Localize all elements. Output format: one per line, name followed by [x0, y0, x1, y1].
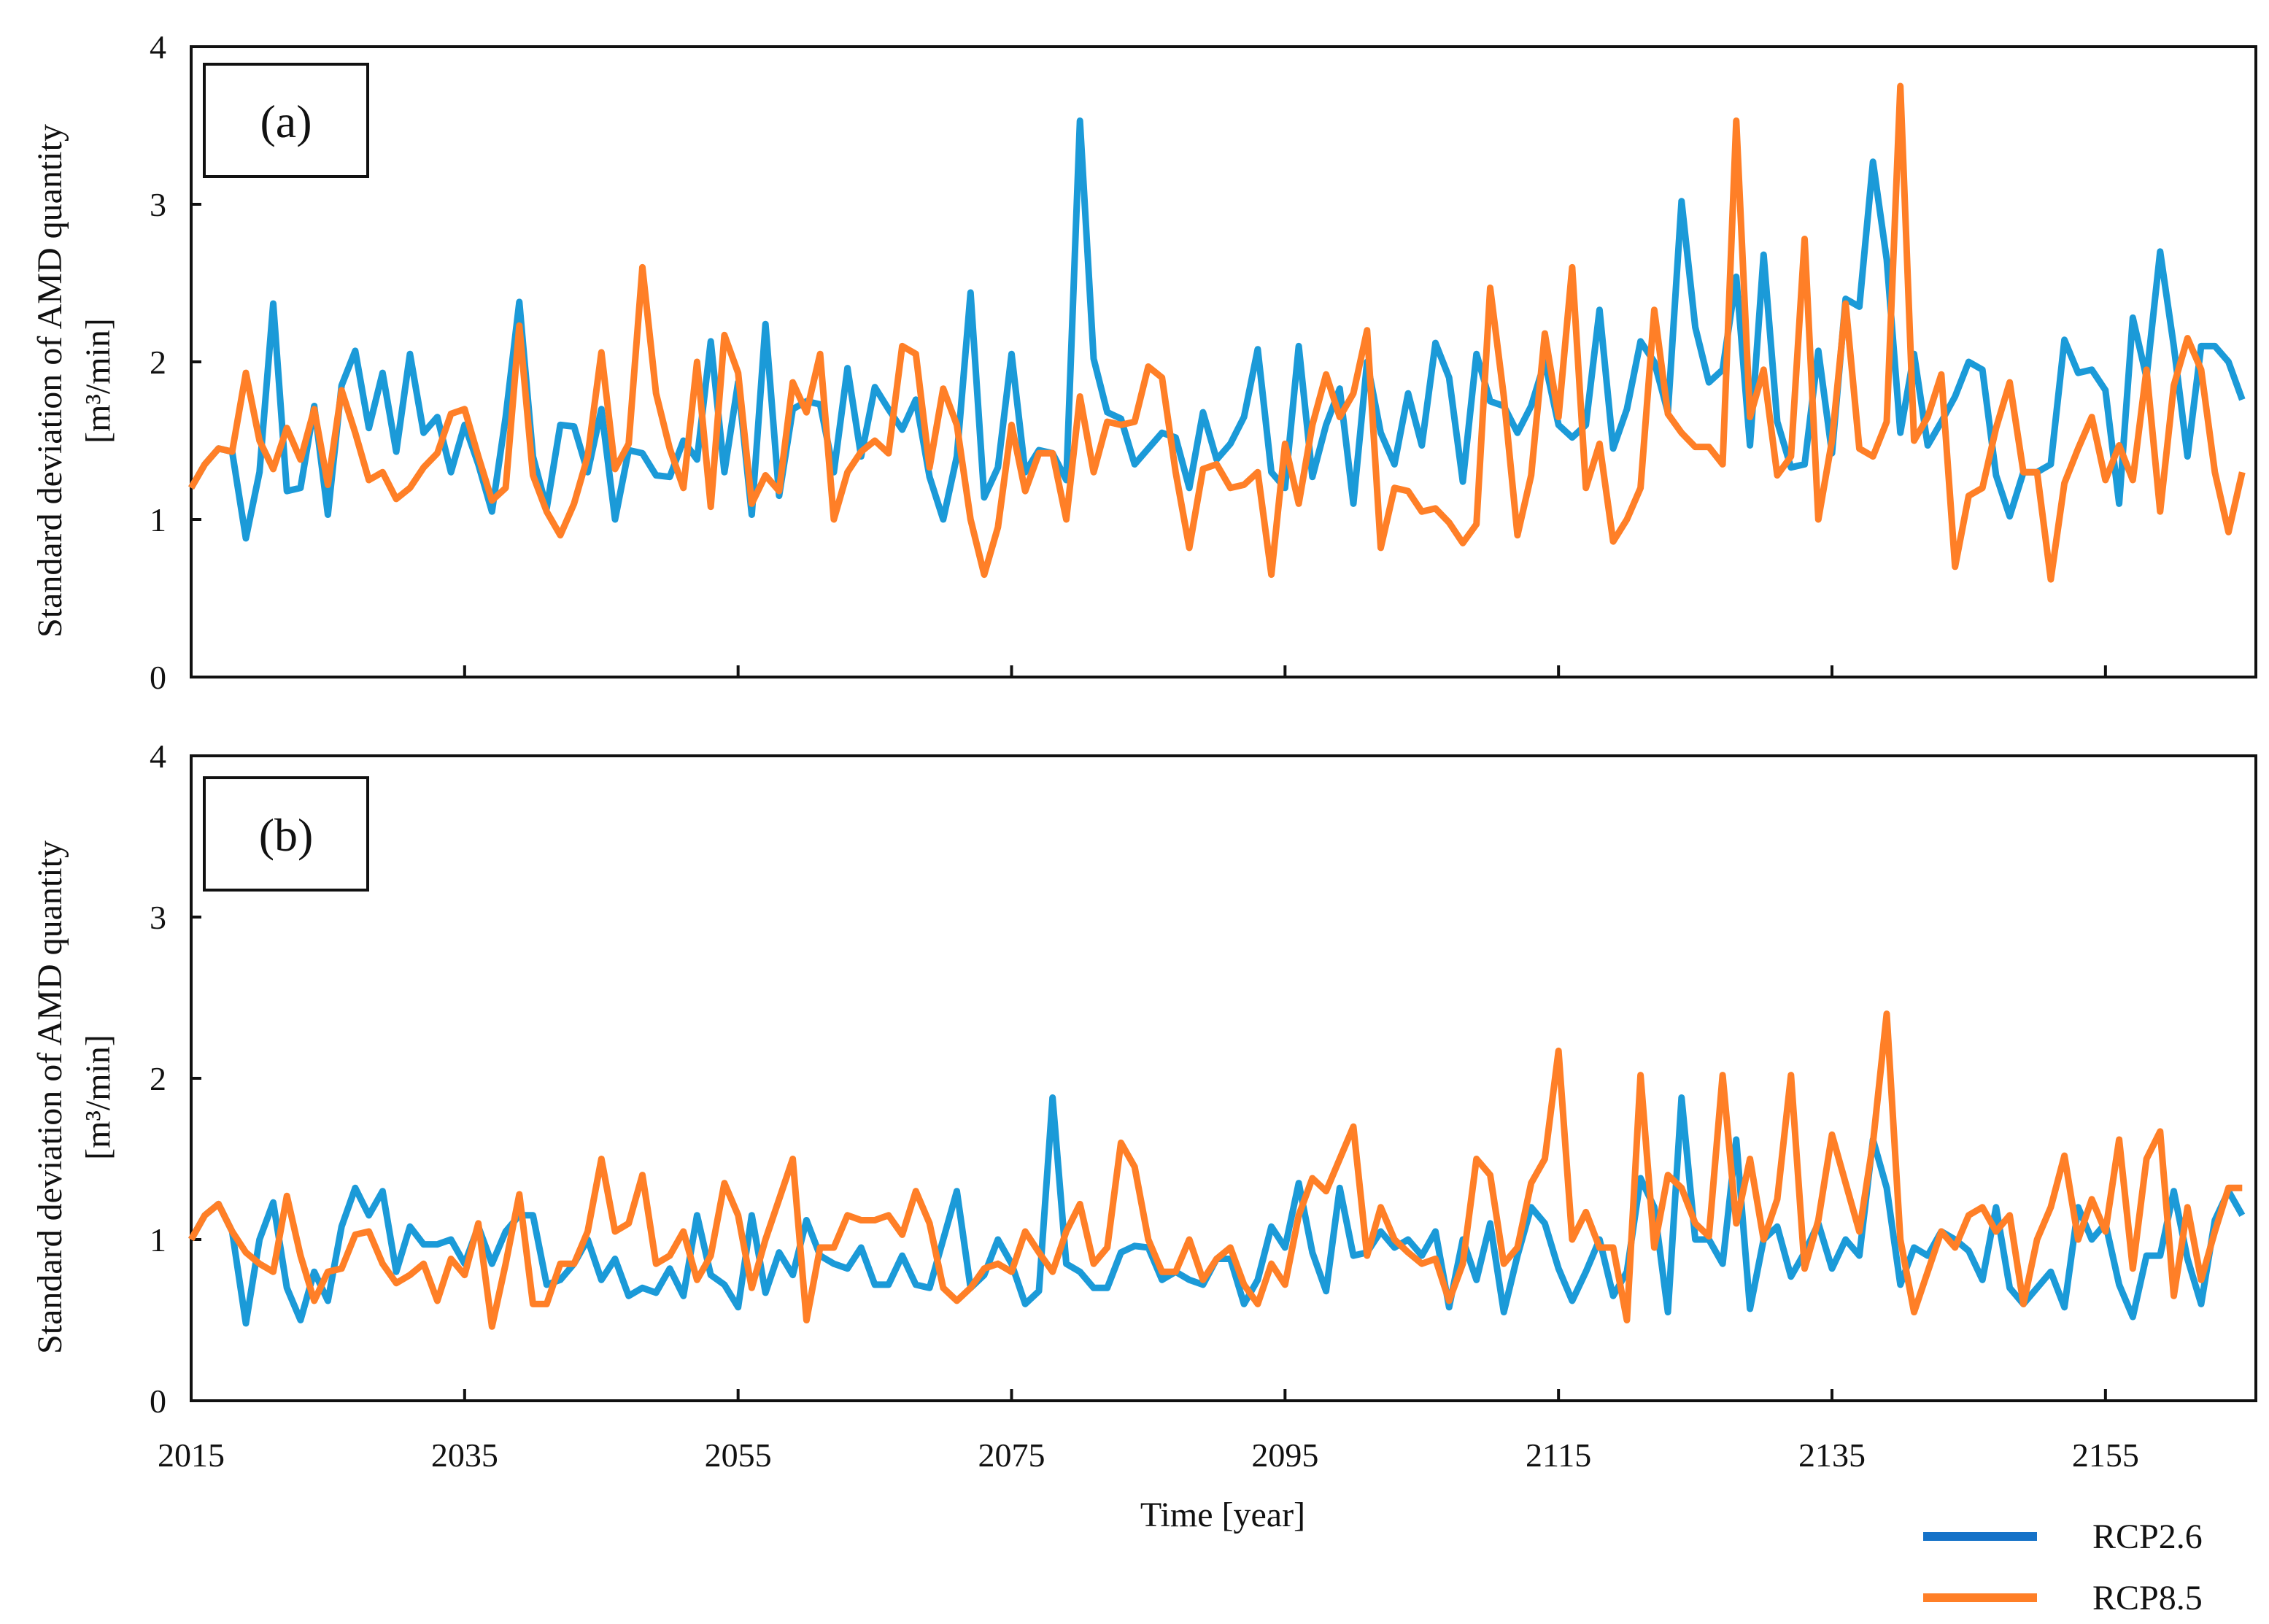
- x-tick-labels: 2015 2035 2055 2075 2095 2115 2135 2155: [158, 1437, 2139, 1474]
- legend-label-rcp85: RCP8.5: [2092, 1579, 2203, 1617]
- legend-label-rcp26: RCP2.6: [2092, 1517, 2203, 1556]
- x-axis-title: Time [year]: [1140, 1496, 1305, 1534]
- y-tick-label: 4: [150, 28, 166, 66]
- y-tick-label: 3: [150, 899, 166, 936]
- y-axis-title-a: Standard deviation of AMD quantity: [31, 124, 69, 638]
- panel-label-box-b: [203, 776, 369, 892]
- y-axis-title-b: Standard deviation of AMD quantity: [31, 840, 69, 1354]
- x-tick-label: 2155: [2072, 1437, 2139, 1474]
- x-ticks-a: [463, 665, 2107, 677]
- x-tick-label: 2055: [705, 1437, 772, 1474]
- panel-label-a: (a): [260, 96, 312, 147]
- y-tick-label: 0: [150, 659, 166, 696]
- series-line-rcp85-b: [188, 1010, 2243, 1330]
- plot-frame-b: [190, 754, 2257, 1402]
- x-tick-label: 2075: [978, 1437, 1045, 1474]
- x-tick-label: 2135: [1798, 1437, 1866, 1474]
- y-ticks-b: 0 1 2 3 4: [150, 738, 201, 1420]
- y-tick-label: 2: [150, 344, 166, 381]
- y-tick-label: 0: [150, 1383, 166, 1420]
- y-tick-label: 2: [150, 1060, 166, 1097]
- series-lines-a: [188, 82, 2246, 583]
- y-ticks-a: 0 1 2 3 4: [150, 28, 201, 696]
- panel-b: 0 1 2 3 4 (b) Standard deviation of AMD quan…: [31, 738, 2257, 1420]
- y-tick-label: 1: [150, 1221, 166, 1258]
- y-tick-label: 1: [150, 501, 166, 538]
- x-tick-label: 2115: [1526, 1437, 1591, 1474]
- y-axis-unit-a: [m³/min]: [79, 318, 117, 444]
- panel-a: 0 1 2 3 4 (a) Standard deviation of AMD quan…: [31, 28, 2257, 696]
- series-line-rcp85-a: [188, 82, 2246, 583]
- series-lines-b: [188, 1010, 2246, 1330]
- legend: RCP2.6 RCP8.5: [1923, 1517, 2203, 1617]
- series-line-rcp26-a: [188, 117, 2246, 542]
- y-tick-label: 3: [150, 186, 166, 223]
- plot-frame-a: [190, 45, 2257, 678]
- x-tick-label: 2015: [158, 1437, 225, 1474]
- panel-label-b: (b): [259, 809, 314, 861]
- y-tick-label: 4: [150, 738, 166, 775]
- x-ticks-b: [463, 1389, 2107, 1401]
- x-tick-label: 2095: [1251, 1437, 1318, 1474]
- y-axis-unit-b: [m³/min]: [79, 1035, 117, 1160]
- x-tick-label: 2035: [431, 1437, 498, 1474]
- panel-label-box-a: [203, 63, 369, 178]
